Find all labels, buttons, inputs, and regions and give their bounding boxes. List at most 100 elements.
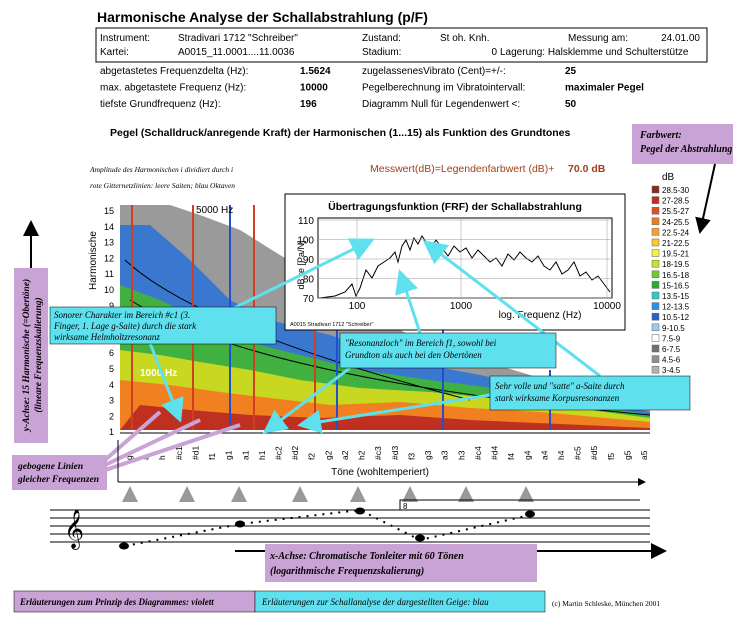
tone-label: a5	[639, 450, 649, 460]
legend-swatch	[651, 355, 660, 363]
legend-swatch	[651, 238, 660, 247]
note	[415, 534, 425, 542]
arrow	[148, 342, 184, 423]
legend-swatch	[651, 249, 660, 257]
note-labels: gah#c1#d1f1g1a1h1#c2#d2f2g2a2h2#c3#d3f3g…	[124, 446, 649, 460]
color-note-box	[632, 124, 733, 164]
callout-box	[49, 306, 277, 345]
callout: wirksame Helmholtzresonanz	[54, 332, 160, 342]
legend-label: 24-25.5	[662, 218, 690, 227]
info-cell: Lagerung: Halsklemme und Schulterstütze	[500, 47, 689, 58]
tone-label: f1	[207, 453, 217, 460]
tone-label: g1	[224, 450, 234, 460]
legend-label: 22.5-24	[662, 228, 690, 237]
tone-label: f5	[606, 453, 616, 460]
color-note: Farbwert:	[639, 130, 682, 141]
tone-label: f3	[406, 453, 416, 460]
octave-bracket	[399, 499, 640, 510]
legend-label: 12-13.5	[662, 303, 690, 312]
tone-label: g3	[423, 450, 433, 460]
legend-swatch	[651, 228, 660, 236]
y-tick-label: 10	[104, 285, 114, 295]
callout: Sehr volle und "satte" a-Saite durch	[495, 381, 625, 391]
legend-label: 6-7.5	[662, 345, 681, 354]
legend-title: dB	[662, 172, 675, 183]
legend-label: 28.5-30	[662, 186, 690, 195]
y-tick-label: 1	[109, 427, 114, 437]
y-tick-label: 2	[109, 411, 114, 421]
tone-label: g5	[622, 450, 632, 460]
inset-y-tick: 80	[303, 275, 315, 286]
tone-label: f4	[506, 453, 516, 460]
legend-label: 18-19.5	[662, 260, 690, 269]
tone-label: #d2	[290, 446, 300, 460]
legend-swatch	[651, 281, 660, 289]
inset-plot	[317, 217, 613, 299]
tone-label: a4	[539, 450, 549, 460]
callout: "Resonanzloch" im Bereich f1, sowohl bei	[345, 338, 497, 348]
inset-y-tick: 110	[298, 216, 314, 227]
color-note: Pegel der Abstrahlung	[640, 144, 732, 155]
inset-source: A0015 Stradivari 1712 "Schreiber"	[290, 322, 373, 328]
y-tick-label: 13	[104, 238, 114, 248]
x-axis-note: (logarithmische Frequenzskalierung)	[270, 566, 424, 577]
inset-y-tick: 70	[303, 294, 315, 305]
arrow	[104, 418, 201, 467]
legend-label: 21-22.5	[662, 239, 690, 248]
y-axis-note: (lineare Frequenzskalierung)	[33, 297, 44, 412]
inset-ticks: 110 100 90 80 70 100 1000 10000	[297, 216, 621, 312]
tone-label: a3	[440, 450, 450, 460]
y-tick-label: 11	[105, 269, 114, 279]
legend-label: 13.5-15	[662, 292, 690, 301]
y-tick-label: 6	[109, 348, 114, 358]
param-cell: 1.5624	[300, 66, 331, 77]
legend-label: 4.5-6	[662, 356, 681, 365]
y-tick-label: 3	[109, 396, 114, 406]
note: Amplitude des Harmonischen i dividiert d…	[89, 165, 233, 174]
y-tick-label: 15	[104, 206, 114, 216]
tone-label: h	[157, 455, 167, 460]
freq-label: 1000 Hz	[140, 368, 177, 379]
subtitle: Pegel (Schalldruck/anregende Kraft) der …	[110, 127, 571, 139]
callout-arrows	[103, 238, 601, 472]
legend-swatch	[651, 259, 660, 268]
legend-swatch	[651, 206, 660, 215]
tone-label: #d3	[390, 446, 400, 460]
inset-plot-area	[317, 217, 613, 299]
note	[355, 507, 365, 515]
param-cell: Diagramm Null für Legendenwert <:	[362, 99, 520, 110]
y-tick-label: 4	[109, 380, 114, 390]
info-cell: 24.01.00	[661, 33, 700, 44]
tone-label: #c1	[174, 446, 184, 460]
legend-label: 3-4.5	[662, 366, 681, 375]
scale-dots	[124, 508, 531, 547]
info-cell: Stadium:	[362, 47, 401, 58]
callout: Finger, 1. Lage g-Saite) durch die stark	[53, 321, 197, 331]
tone-label: #d1	[190, 446, 200, 460]
legend-swatch	[651, 270, 660, 279]
tone-label: #d5	[589, 446, 599, 460]
inset-x-tick: 100	[349, 301, 366, 312]
arrow	[395, 269, 422, 334]
staff: 𝄞	[50, 499, 650, 550]
arrow	[104, 423, 241, 472]
curve-note-box	[12, 455, 107, 490]
note: rote Gitternetzlinien: leere Saiten; bla…	[90, 181, 235, 190]
legend-swatch	[651, 217, 660, 226]
y-axis-title: Harmonische	[88, 231, 99, 290]
legend-label: 15-16.5	[662, 281, 690, 290]
tone-label: #d4	[489, 446, 499, 460]
tone-label: a1	[240, 450, 250, 460]
inset-x-tick: 10000	[593, 301, 621, 312]
info-cell: Zustand:	[362, 33, 401, 44]
footer-violet: Erläuterungen zum Prinzip des Diagrammes…	[19, 597, 214, 607]
y-tick-label: 9	[109, 301, 114, 311]
param-cell: zugelassenesVibrato (Cent)=+/-:	[362, 66, 506, 77]
x-axis-note-box	[265, 544, 537, 582]
callout: Sonorer Charakter im Bereich #c1 (3.	[54, 310, 190, 320]
tone-label: #c2	[274, 446, 284, 460]
tone-label: g2	[323, 450, 333, 460]
info-box	[95, 27, 708, 63]
tone-label: h4	[556, 450, 566, 460]
info-cell: Stradivari 1712 "Schreiber"	[178, 33, 298, 44]
